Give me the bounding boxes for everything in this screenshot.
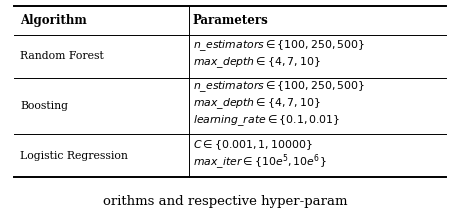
Text: $n\_estimators \in \{100, 250, 500\}$: $n\_estimators \in \{100, 250, 500\}$: [193, 38, 364, 53]
Text: $max\_depth \in \{4, 7, 10\}$: $max\_depth \in \{4, 7, 10\}$: [193, 56, 320, 70]
Text: Logistic Regression: Logistic Regression: [20, 151, 128, 160]
Text: $max\_iter \in \{10e^{5}, 10e^{6}\}$: $max\_iter \in \{10e^{5}, 10e^{6}\}$: [193, 153, 326, 172]
Text: Parameters: Parameters: [193, 14, 268, 27]
Text: Random Forest: Random Forest: [20, 51, 104, 61]
Text: $learning\_rate \in \{0.1, 0.01\}$: $learning\_rate \in \{0.1, 0.01\}$: [193, 113, 340, 128]
Text: $n\_estimators \in \{100, 250, 500\}$: $n\_estimators \in \{100, 250, 500\}$: [193, 79, 364, 94]
Text: orithms and respective hyper-param: orithms and respective hyper-param: [103, 195, 347, 208]
Text: $C \in \{0.001, 1, 10000\}$: $C \in \{0.001, 1, 10000\}$: [193, 138, 312, 152]
Text: Boosting: Boosting: [20, 101, 68, 111]
Text: $max\_depth \in \{4, 7, 10\}$: $max\_depth \in \{4, 7, 10\}$: [193, 96, 320, 111]
Text: Algorithm: Algorithm: [20, 14, 87, 27]
